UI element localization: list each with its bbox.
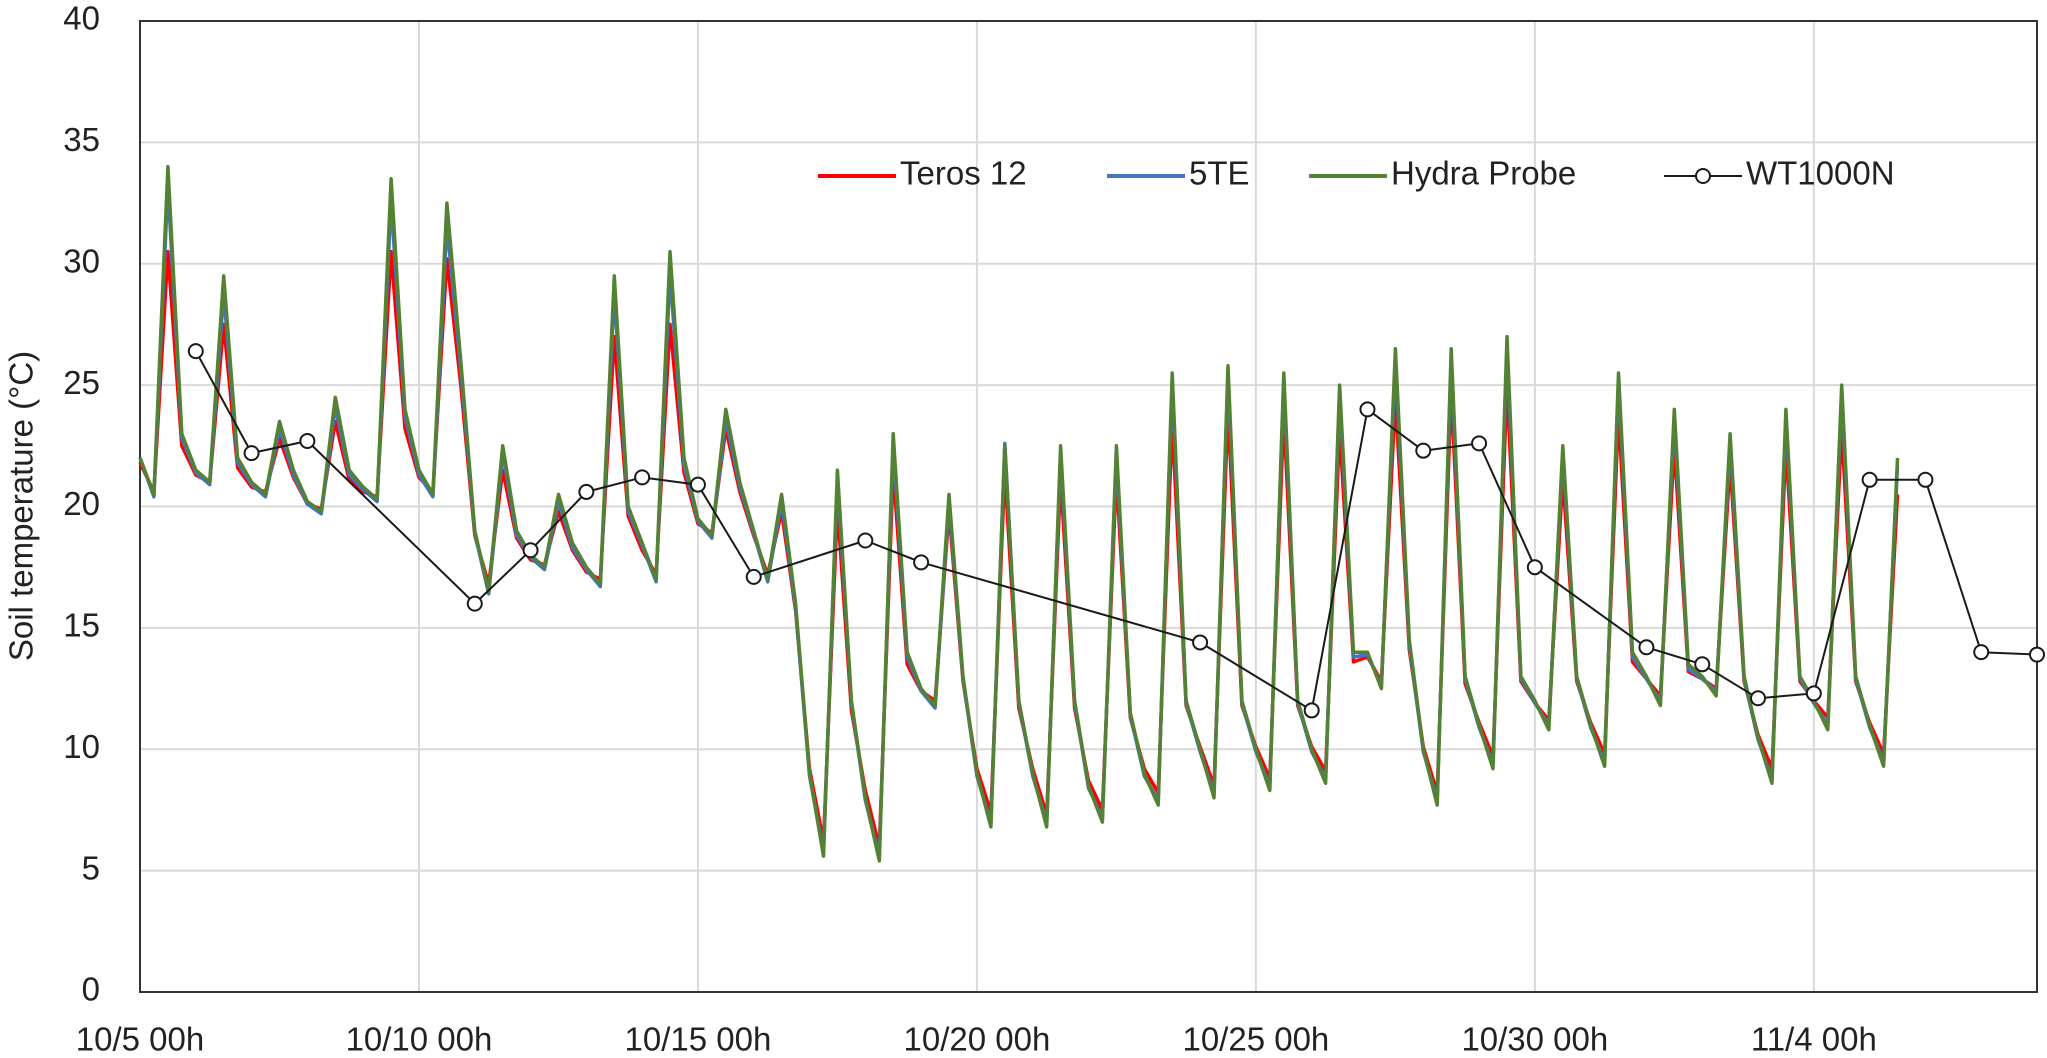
y-tick-label: 30 [63,242,100,279]
data-point [1973,644,1990,661]
data-point [1638,639,1655,656]
data-point [634,469,651,486]
series-line [138,249,1900,849]
x-tick-label: 10/20 00h [904,1021,1051,1058]
x-tick-label: 10/30 00h [1461,1021,1608,1058]
data-point [1694,656,1711,673]
y-tick-label: 35 [63,121,100,158]
y-tick-label: 20 [63,485,100,522]
data-point [578,483,595,500]
data-point [243,445,260,462]
data-point [689,476,706,493]
data-point [1805,685,1822,702]
data-point [2029,646,2045,663]
legend-label: Hydra Probe [1391,155,1576,192]
x-tick-label: 10/15 00h [625,1021,772,1058]
data-point [1861,471,1878,488]
legend-label: WT1000N [1746,155,1895,192]
data-point [299,432,316,449]
x-tick-label: 10/5 00h [76,1021,204,1058]
x-tick-label: 10/10 00h [346,1021,493,1058]
data-point [1471,435,1488,452]
data-point [913,554,930,571]
y-tick-label: 40 [63,0,100,37]
y-tick-label: 10 [63,728,100,765]
x-tick-label: 11/4 00h [1751,1021,1877,1058]
series-line [138,184,1900,858]
y-tick-label: 5 [82,849,100,886]
data-point [1750,690,1767,707]
data-point [1415,442,1432,459]
series-line [138,164,1900,863]
data-point [1526,559,1543,576]
legend-marker [1695,168,1711,184]
series-line [194,350,2038,712]
plot-frame [139,20,2038,993]
data-point [187,343,204,360]
y-tick-label: 0 [82,971,100,1008]
y-tick-label: 15 [63,607,100,644]
data-point [466,595,483,612]
y-tick-label: 25 [63,364,100,401]
data-point [857,532,874,549]
data-point [745,568,762,585]
y-axis-label: Soil temperature (°C) [3,351,40,661]
legend-label: Teros 12 [900,155,1027,192]
data-point [1303,702,1320,719]
data-point [1917,471,1934,488]
data-point [522,542,539,559]
data-point [1359,401,1376,418]
data-point [1192,634,1209,651]
x-tick-label: 10/25 00h [1182,1021,1329,1058]
legend-label: 5TE [1189,155,1250,192]
